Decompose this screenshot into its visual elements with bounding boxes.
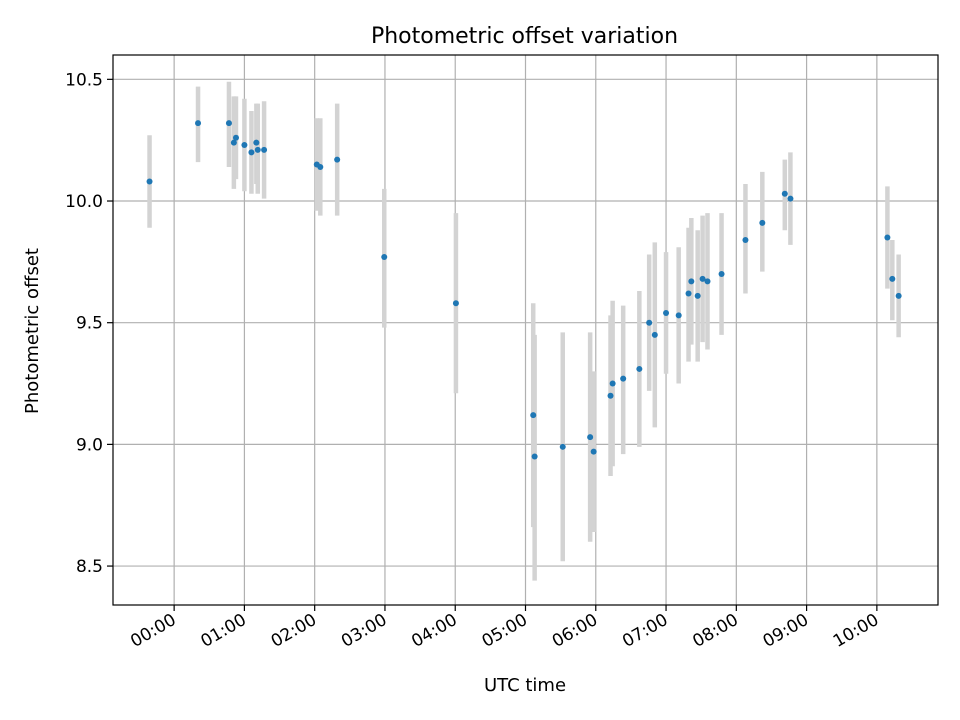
data-point	[225, 120, 232, 127]
data-point	[530, 412, 537, 419]
y-tick-label: 10.0	[65, 192, 103, 212]
data-point	[590, 448, 597, 455]
data-point	[607, 392, 614, 399]
data-point	[759, 219, 766, 226]
data-point	[651, 331, 658, 338]
data-point	[261, 146, 268, 153]
data-point	[699, 275, 706, 282]
data-point	[146, 178, 153, 185]
y-tick-label: 8.5	[76, 557, 103, 577]
data-point	[646, 319, 653, 326]
data-point	[895, 292, 902, 299]
y-axis: 8.5 9.0 9.5 10.0 10.5	[65, 70, 113, 577]
data-point	[232, 134, 239, 141]
data-point	[781, 190, 788, 197]
y-axis-label: Photometric offset	[22, 248, 43, 414]
data-point	[587, 434, 594, 441]
data-point	[718, 271, 725, 278]
data-point	[381, 253, 388, 260]
data-point	[559, 443, 566, 450]
data-point	[230, 139, 237, 146]
y-tick-label: 9.5	[76, 314, 103, 334]
data-point	[241, 142, 248, 149]
y-tick-label: 10.5	[65, 70, 103, 90]
data-point	[253, 139, 260, 146]
x-axis-label: UTC time	[484, 675, 566, 696]
data-point	[694, 292, 701, 299]
data-point	[688, 278, 695, 285]
data-point	[317, 163, 324, 170]
data-point	[787, 195, 794, 202]
data-point	[636, 365, 643, 372]
data-point	[334, 156, 341, 163]
data-point	[685, 290, 692, 297]
data-point	[663, 309, 670, 316]
data-point	[742, 236, 749, 243]
data-point	[452, 300, 459, 307]
y-tick-label: 9.0	[76, 435, 103, 455]
data-point	[620, 375, 627, 382]
data-point	[254, 146, 261, 153]
data-point	[531, 453, 538, 460]
data-points	[146, 120, 902, 460]
data-point	[195, 120, 202, 127]
data-point	[609, 380, 616, 387]
data-point	[675, 312, 682, 319]
data-point	[248, 149, 255, 156]
chart-title: Photometric offset variation	[371, 24, 678, 49]
data-point	[704, 278, 711, 285]
data-point	[889, 275, 896, 282]
data-point	[884, 234, 891, 241]
